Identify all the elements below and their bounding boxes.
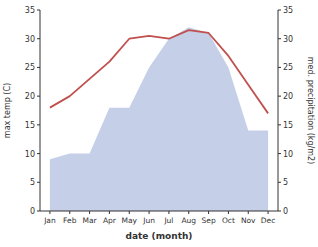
y-tick-label: 20 [25,92,35,101]
y2-tick [278,211,281,212]
x-tick [129,211,130,214]
y-tick [37,182,40,183]
y2-tick [278,38,281,39]
x-tick [109,211,110,214]
x-tick [149,211,150,214]
y2-tick [278,153,281,154]
x-tick-label: Feb [63,216,77,225]
y2-tick [278,124,281,125]
y2-tick [278,96,281,97]
y2-tick-label: 20 [283,92,293,101]
x-tick-label: Jan [43,216,56,225]
y-tick [37,38,40,39]
x-tick [208,211,209,214]
x-tick [248,211,249,214]
x-tick [228,211,229,214]
y-tick-label: 10 [25,150,35,159]
y-tick-label: 35 [25,6,35,15]
x-tick-label: Jul [163,216,173,225]
x-axis-label: date (month) [126,231,193,241]
x-tick-label: Oct [222,216,235,225]
y-tick-label: 5 [30,178,35,187]
y-tick [37,153,40,154]
x-tick-label: Dec [261,216,276,225]
x-tick [268,211,269,214]
y2-tick-label: 10 [283,150,293,159]
y2-tick [278,182,281,183]
x-tick-label: May [121,216,137,225]
x-tick-label: Mar [83,216,98,225]
x-tick [89,211,90,214]
y2-tick-label: 15 [283,121,293,130]
x-tick-label: Apr [103,216,117,225]
y2-tick-label: 35 [283,6,293,15]
y-tick-label: 0 [30,207,35,216]
y-tick [37,67,40,68]
y-tick-label: 30 [25,35,35,44]
x-tick-label: Sep [202,216,216,225]
y2-tick-label: 30 [283,35,293,44]
y-tick [37,211,40,212]
precipitation-area [50,27,268,211]
y-tick [37,124,40,125]
y-axis-line [40,10,41,211]
x-tick-label: Jun [142,216,155,225]
y-tick [37,96,40,97]
y2-tick-label: 0 [283,207,288,216]
y-tick [37,10,40,11]
y-tick-label: 25 [25,63,35,72]
y-tick-label: 15 [25,121,35,130]
temperature-line [50,30,268,113]
y2-tick [278,10,281,11]
chart: 0 5 10 15 20 25 30 35 0 5 10 15 20 25 30 35 Jan Feb Mar Apr… [0,0,318,247]
y2-tick-label: 5 [283,178,288,187]
y-axis-label: max temp (C) [3,83,12,138]
x-tick [168,211,169,214]
x-tick [188,211,189,214]
x-tick [49,211,50,214]
x-axis-line [40,211,278,212]
y2-tick [278,67,281,68]
x-tick [69,211,70,214]
y2-tick-label: 25 [283,63,293,72]
plot-area [50,27,268,211]
y2-axis-line [278,10,279,211]
y2-axis-label: med. precipitation (kg/m2) [306,57,315,164]
x-tick-label: Nov [241,216,256,225]
x-tick-label: Aug [181,216,196,225]
